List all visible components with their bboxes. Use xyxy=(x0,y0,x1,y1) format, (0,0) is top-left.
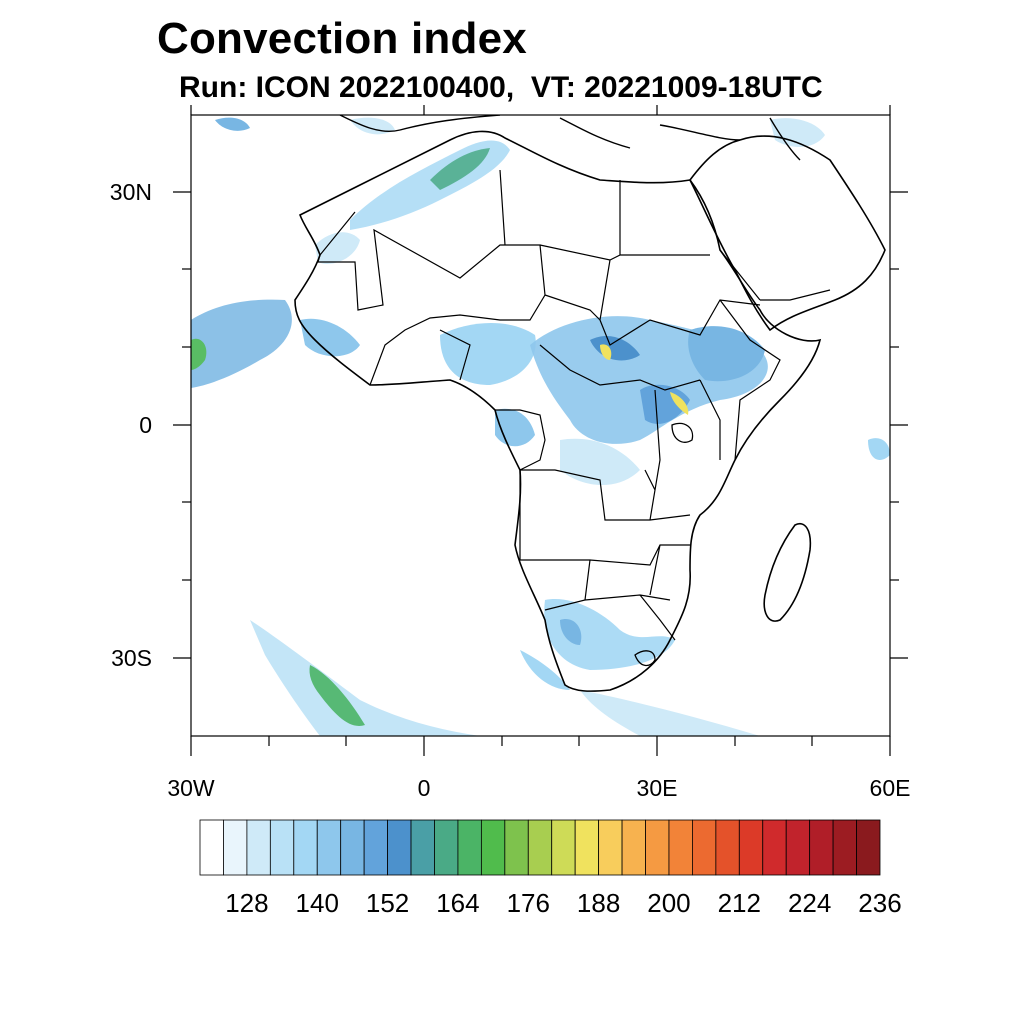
convection-area-southern-ocean-core xyxy=(309,665,365,726)
convection-area-mauritania xyxy=(315,232,360,264)
europe-coastline xyxy=(339,115,801,161)
colorbar-swatch xyxy=(293,819,318,876)
convection-area-indian-ocean xyxy=(868,438,890,460)
colorbar-swatch xyxy=(809,819,834,876)
colorbar-swatch xyxy=(856,819,881,876)
colorbar xyxy=(199,819,881,876)
africa-coastline xyxy=(294,130,822,692)
colorbar-swatch xyxy=(832,819,857,876)
colorbar-label: 176 xyxy=(506,888,550,918)
plot-frame xyxy=(190,114,891,737)
colorbar-label: 164 xyxy=(436,888,480,918)
colorbar-swatch xyxy=(715,819,740,876)
lon-label-0: 0 xyxy=(417,775,431,801)
colorbar-swatch xyxy=(316,819,342,876)
colorbar-swatch xyxy=(410,819,435,876)
colorbar-swatch xyxy=(551,819,576,876)
lat-label-0: 0 xyxy=(139,412,152,438)
convection-area-atlantic-core xyxy=(191,338,207,370)
axis-ticks xyxy=(173,105,908,756)
colorbar-label: 224 xyxy=(787,888,832,918)
colorbar-swatch xyxy=(527,819,553,876)
colorbar-swatch xyxy=(762,819,787,876)
colorbar-label: 128 xyxy=(225,888,269,918)
country-borders xyxy=(317,169,831,641)
colorbar-swatch xyxy=(621,819,646,876)
convection-area-southern-ocean-east xyxy=(580,690,760,736)
convection-field xyxy=(191,115,890,736)
colorbar-swatch xyxy=(199,819,224,876)
convection-area-guinea xyxy=(300,318,360,357)
colorbar-swatch xyxy=(668,819,693,876)
convection-area-lakes-core xyxy=(670,392,689,415)
map-subtitle: Run: ICON 2022100400, VT: 20221009-18UTC xyxy=(179,71,823,104)
colorbar-label: 140 xyxy=(295,888,339,918)
lat-label-30s: 30S xyxy=(111,645,152,671)
convection-area-med-north xyxy=(350,117,395,135)
colorbar-swatch xyxy=(738,819,764,876)
map-title: Convection index xyxy=(157,14,527,63)
lon-label-30w: 30W xyxy=(167,775,215,801)
colorbar-swatch xyxy=(387,819,412,876)
colorbar-label: 188 xyxy=(576,888,621,918)
colorbar-swatch xyxy=(692,819,717,876)
convection-area-south-interior xyxy=(560,619,582,645)
madagascar-coastline xyxy=(763,523,812,622)
convection-area-atlantic xyxy=(191,299,292,388)
colorbar-swatch xyxy=(598,819,623,876)
lake-victoria xyxy=(671,422,694,443)
convection-area-congo xyxy=(560,438,640,485)
colorbar-swatch xyxy=(480,819,506,876)
arabia-coastline xyxy=(689,135,886,332)
colorbar-label: 212 xyxy=(717,888,761,918)
convection-area-lakes xyxy=(640,384,690,424)
colorbar-label: 236 xyxy=(858,888,902,918)
lat-label-30n: 30N xyxy=(109,179,152,205)
lesotho-border xyxy=(634,650,656,667)
colorbar-swatch xyxy=(574,819,600,876)
convection-area-ethiopia xyxy=(688,326,765,382)
lon-label-60e: 60E xyxy=(869,775,911,801)
colorbar-swatch xyxy=(457,819,482,876)
convection-area-agulhas xyxy=(520,650,570,690)
colorbar-swatch xyxy=(340,819,365,876)
convection-area-atlas-core xyxy=(430,148,490,190)
convection-area-south-africa xyxy=(544,599,675,670)
colorbar-swatch xyxy=(434,819,459,876)
colorbar-swatch xyxy=(504,819,529,876)
colorbar-swatch xyxy=(785,819,811,876)
lon-label-30e: 30E xyxy=(636,775,678,801)
convection-area-southern-ocean xyxy=(250,620,480,736)
convection-area-nigeria xyxy=(440,322,536,385)
colorbar-swatch xyxy=(363,819,388,876)
colorbar-swatch xyxy=(269,819,295,876)
convection-area-sudan-core xyxy=(600,344,612,360)
colorbar-label: 200 xyxy=(647,888,691,918)
colorbar-swatch xyxy=(223,819,248,876)
colorbar-swatch xyxy=(246,819,271,876)
convection-area-med-west xyxy=(215,117,250,131)
colorbar-swatch xyxy=(645,819,670,876)
colorbar-label: 152 xyxy=(365,888,410,918)
